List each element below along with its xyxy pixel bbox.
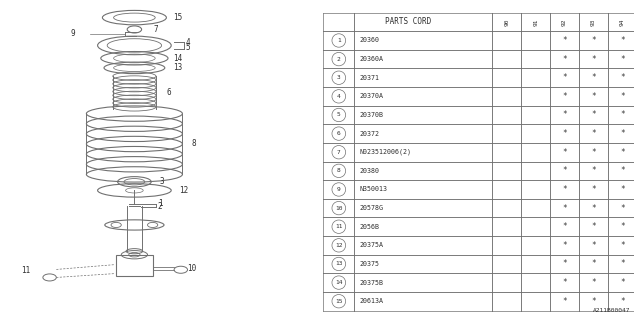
Text: 90: 90 [504,18,509,26]
Text: *: * [563,166,567,175]
Text: *: * [620,110,625,119]
Text: *: * [563,278,567,287]
Text: *: * [563,129,567,138]
Text: 91: 91 [533,18,538,26]
Text: 10: 10 [187,264,196,273]
Text: 20375A: 20375A [359,242,383,248]
Text: *: * [620,166,625,175]
Text: 20380: 20380 [359,168,379,174]
Text: *: * [563,204,567,212]
Text: 20613A: 20613A [359,298,383,304]
Text: PARTS CORD: PARTS CORD [385,17,431,26]
Text: *: * [591,55,596,64]
Text: *: * [563,222,567,231]
Text: *: * [591,297,596,306]
Text: 9: 9 [337,187,340,192]
Text: 13: 13 [335,261,342,267]
Text: *: * [620,241,625,250]
Text: 1: 1 [337,38,340,43]
Text: 12: 12 [179,186,188,195]
Text: 2056B: 2056B [359,224,379,230]
Text: 5: 5 [337,112,340,117]
Text: *: * [591,241,596,250]
Text: 12: 12 [335,243,342,248]
Text: *: * [620,73,625,82]
Text: N350013: N350013 [359,187,387,192]
Text: 20375: 20375 [359,261,379,267]
Text: 4: 4 [186,38,190,47]
Text: *: * [620,278,625,287]
Text: 20375B: 20375B [359,280,383,285]
Text: 8: 8 [337,168,340,173]
Text: 2: 2 [337,57,340,62]
Text: *: * [620,55,625,64]
Text: 15: 15 [335,299,342,304]
Text: 3: 3 [337,75,340,80]
Text: *: * [591,204,596,212]
Text: *: * [591,260,596,268]
Text: *: * [620,204,625,212]
Text: 10: 10 [335,205,342,211]
Text: 14: 14 [335,280,342,285]
Text: *: * [563,92,567,101]
Text: 6: 6 [337,131,340,136]
Text: N023512006(2): N023512006(2) [359,149,412,156]
Text: *: * [620,185,625,194]
Text: *: * [563,241,567,250]
Text: 2: 2 [157,202,163,211]
Text: *: * [620,129,625,138]
Text: 13: 13 [173,63,182,72]
Text: 5: 5 [186,43,190,52]
Text: 11: 11 [20,266,30,275]
Text: *: * [591,129,596,138]
Text: *: * [591,278,596,287]
Text: 3: 3 [160,177,164,186]
Text: 15: 15 [173,13,182,22]
Text: 20372: 20372 [359,131,379,137]
Text: *: * [591,110,596,119]
Text: *: * [563,73,567,82]
Text: 4: 4 [337,94,340,99]
Text: *: * [591,222,596,231]
Text: *: * [591,92,596,101]
Text: 20370B: 20370B [359,112,383,118]
Text: 14: 14 [173,54,182,63]
Text: *: * [620,36,625,45]
Text: A211B00047: A211B00047 [593,308,630,313]
Text: *: * [620,297,625,306]
Text: 20371: 20371 [359,75,379,81]
Text: 6: 6 [166,88,171,97]
Text: 7: 7 [154,25,158,34]
Text: *: * [563,185,567,194]
Text: *: * [563,148,567,157]
Text: 92: 92 [562,18,567,26]
Text: 20578G: 20578G [359,205,383,211]
Text: 20370A: 20370A [359,93,383,99]
Text: 1: 1 [157,199,163,208]
Text: *: * [563,36,567,45]
Text: *: * [591,36,596,45]
Text: *: * [620,92,625,101]
Text: *: * [591,166,596,175]
Text: *: * [591,185,596,194]
Text: *: * [563,55,567,64]
Text: 93: 93 [591,18,596,26]
Text: *: * [620,148,625,157]
Text: *: * [620,260,625,268]
Text: *: * [563,260,567,268]
Text: *: * [563,110,567,119]
Text: 20360A: 20360A [359,56,383,62]
Text: 20360: 20360 [359,37,379,44]
Text: 94: 94 [620,18,625,26]
Text: *: * [591,73,596,82]
Text: 8: 8 [192,140,196,148]
Text: 9: 9 [70,29,75,38]
Text: *: * [620,222,625,231]
Text: *: * [563,297,567,306]
Text: 7: 7 [337,150,340,155]
Text: *: * [591,148,596,157]
Text: 11: 11 [335,224,342,229]
Bar [116,255,153,276]
